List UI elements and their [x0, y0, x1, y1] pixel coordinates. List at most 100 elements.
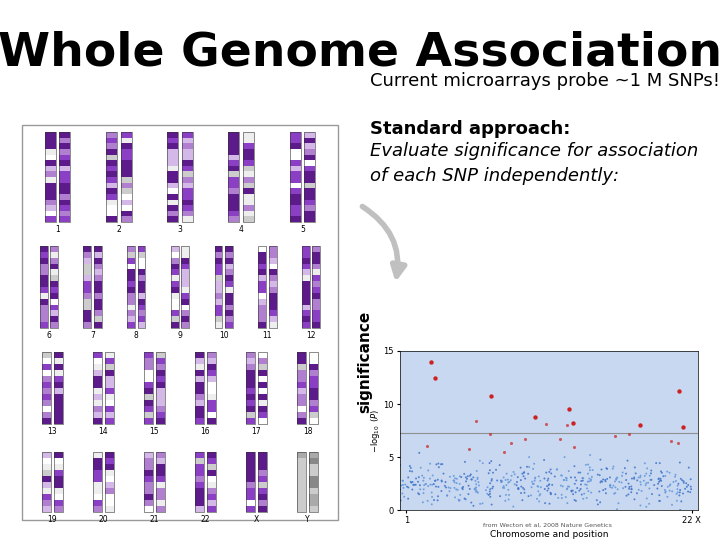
Bar	[127, 269, 135, 275]
Point	[601, 475, 613, 483]
Point	[418, 474, 430, 482]
Point	[409, 481, 420, 489]
Bar	[156, 388, 165, 394]
Bar	[258, 293, 266, 299]
Bar	[93, 452, 102, 458]
Point	[586, 472, 598, 481]
Point	[449, 493, 461, 502]
Bar	[156, 352, 165, 358]
Bar	[171, 316, 179, 322]
Point	[397, 476, 409, 485]
Point	[655, 475, 667, 483]
Bar	[138, 281, 145, 287]
Bar	[182, 211, 193, 217]
Point	[413, 477, 424, 486]
Point	[642, 464, 653, 472]
Bar	[54, 388, 63, 394]
Bar	[156, 488, 165, 494]
Point	[624, 430, 635, 438]
Bar	[50, 269, 58, 275]
Point	[511, 481, 523, 490]
Bar	[106, 183, 117, 188]
Point	[619, 464, 631, 472]
Bar	[309, 406, 318, 412]
Bar	[105, 464, 114, 470]
Bar	[269, 299, 276, 305]
Point	[470, 416, 482, 425]
Bar	[144, 482, 153, 488]
Bar	[45, 132, 55, 222]
Bar	[121, 132, 132, 222]
Point	[616, 478, 627, 487]
Point	[631, 489, 643, 497]
Bar	[215, 252, 222, 258]
FancyArrowPatch shape	[362, 206, 405, 276]
Bar	[105, 370, 114, 376]
Bar	[258, 458, 267, 464]
Bar	[195, 352, 204, 424]
Point	[641, 494, 652, 503]
Bar	[42, 406, 51, 412]
Point	[653, 474, 665, 483]
Bar	[171, 281, 179, 287]
Point	[582, 469, 594, 478]
Bar	[228, 199, 239, 205]
Bar	[50, 310, 58, 316]
Bar	[93, 394, 102, 400]
Bar	[106, 177, 117, 183]
Bar	[156, 400, 165, 406]
Bar	[94, 287, 102, 293]
Point	[432, 496, 444, 505]
Point	[423, 482, 434, 490]
Point	[683, 487, 694, 496]
Point	[519, 474, 531, 483]
Point	[456, 484, 468, 492]
Point	[472, 474, 483, 482]
Bar	[42, 358, 51, 364]
Point	[626, 474, 638, 483]
Bar	[258, 246, 266, 328]
Bar	[243, 177, 254, 183]
Bar	[167, 138, 178, 143]
Point	[457, 483, 469, 491]
Point	[460, 473, 472, 482]
Bar	[258, 252, 266, 258]
Bar	[289, 194, 300, 199]
Bar	[207, 382, 216, 388]
Point	[613, 477, 625, 486]
Bar	[121, 217, 132, 222]
Bar	[258, 400, 267, 406]
Point	[459, 470, 470, 478]
Bar	[305, 183, 315, 188]
Point	[490, 465, 502, 474]
Bar	[127, 305, 135, 310]
Bar	[54, 500, 63, 506]
Bar	[84, 246, 91, 252]
Bar	[106, 138, 117, 143]
Bar	[302, 281, 310, 287]
Point	[487, 484, 498, 492]
Bar	[246, 488, 255, 494]
Bar	[50, 246, 58, 252]
Bar	[258, 394, 267, 400]
Bar	[182, 160, 193, 166]
Point	[561, 421, 572, 429]
Bar	[258, 310, 266, 316]
Point	[578, 489, 590, 498]
Bar	[42, 352, 51, 424]
Point	[542, 474, 554, 483]
Bar	[121, 194, 132, 199]
Bar	[106, 194, 117, 199]
Point	[425, 357, 436, 366]
Point	[498, 473, 510, 482]
Bar	[225, 275, 233, 281]
Point	[647, 490, 658, 498]
Point	[674, 491, 685, 500]
Bar	[127, 299, 135, 305]
Bar	[312, 264, 320, 269]
Point	[469, 484, 481, 492]
Point	[652, 484, 663, 493]
Bar	[45, 154, 55, 160]
Bar	[246, 364, 255, 370]
Bar	[84, 275, 91, 281]
